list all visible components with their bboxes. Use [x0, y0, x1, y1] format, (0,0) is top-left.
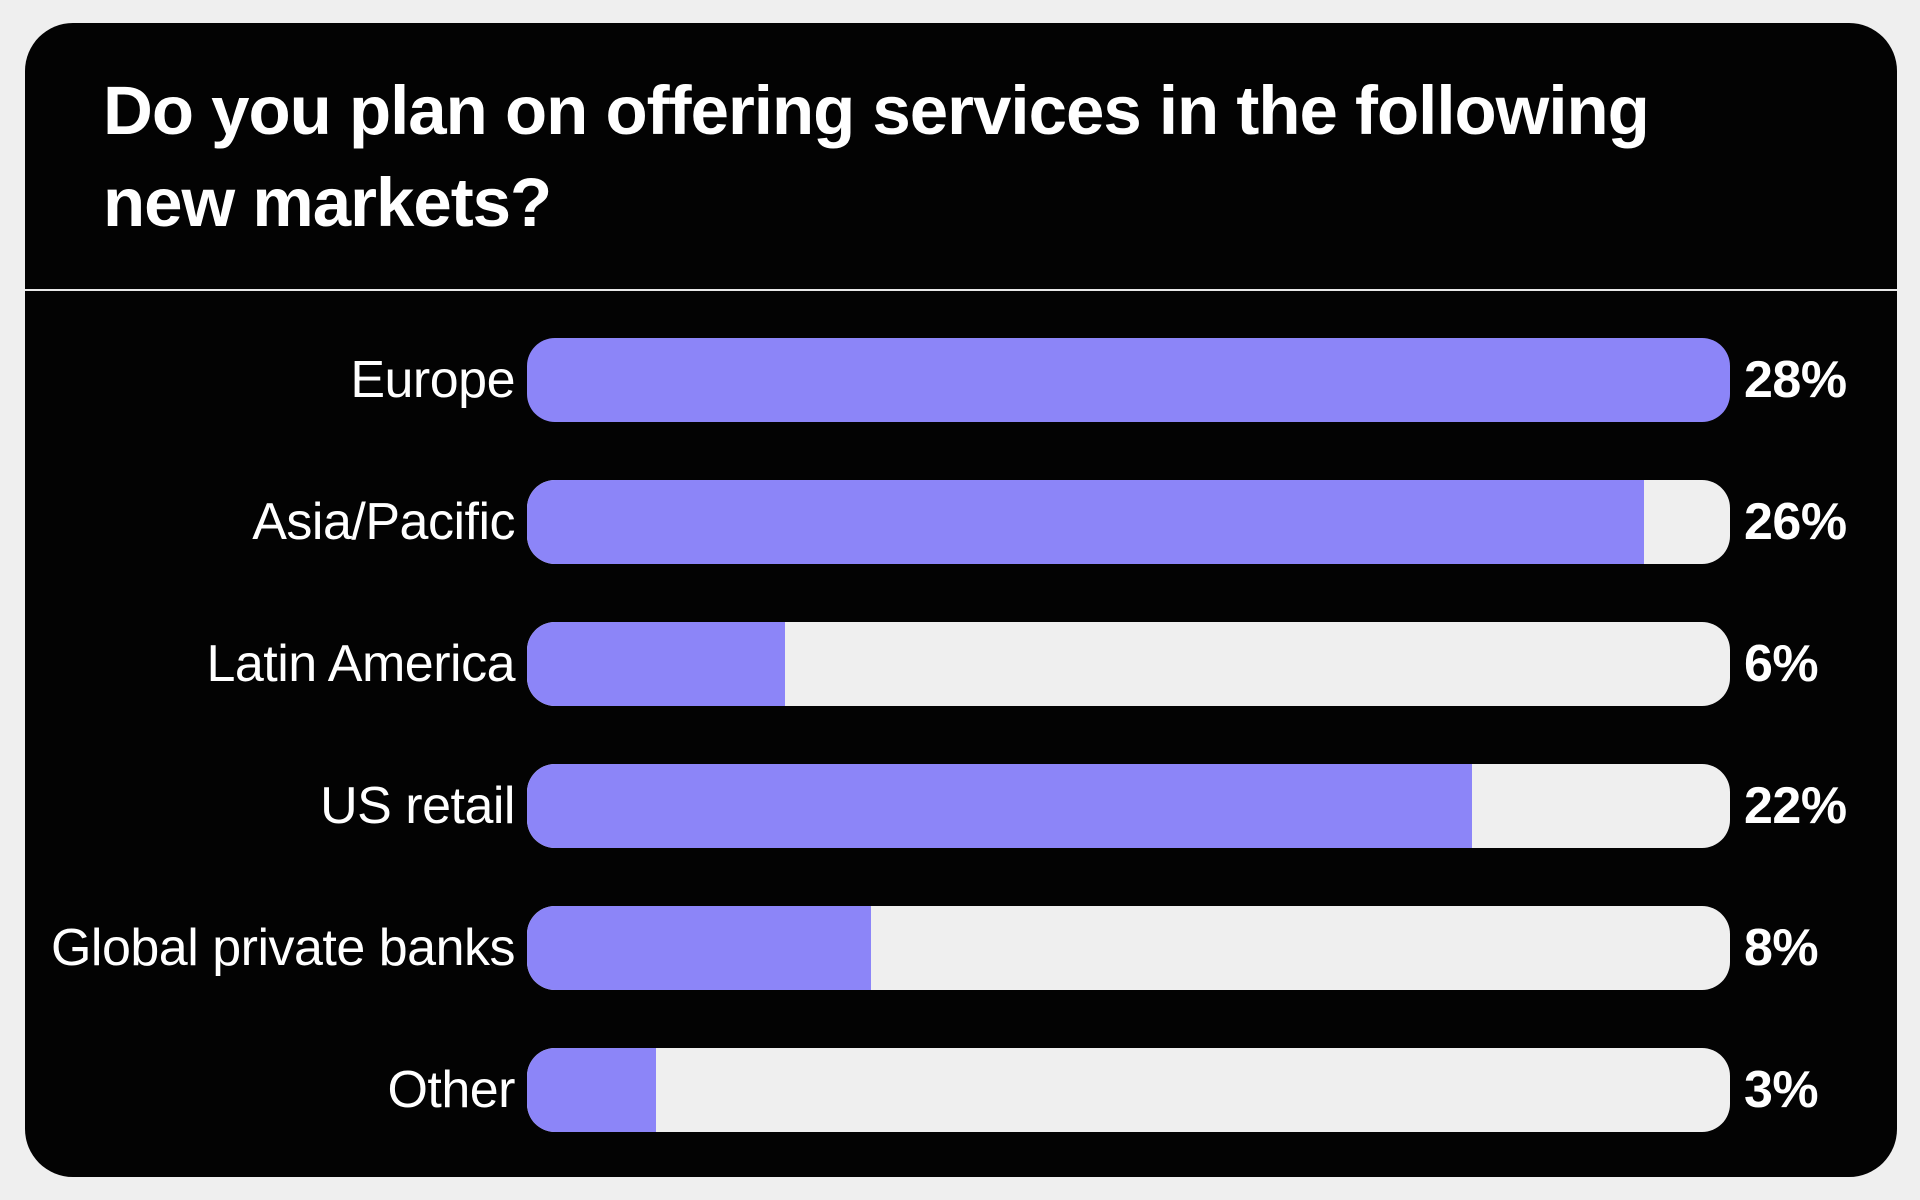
- bar-fill: [527, 764, 1473, 848]
- bar-row: Latin America 6%: [25, 622, 1897, 706]
- category-label: Other: [387, 1061, 515, 1119]
- category-label-wrap: US retail: [25, 776, 515, 836]
- bar-row: Asia/Pacific 26%: [25, 480, 1897, 564]
- value-label: 28%: [1744, 351, 1847, 409]
- bar-track: [527, 906, 1730, 990]
- chart-title-line-2: new markets?: [103, 164, 552, 241]
- header-divider: [25, 289, 1897, 291]
- bar-fill: [527, 906, 871, 990]
- bar-fill: [527, 338, 1730, 422]
- bar-track: [527, 622, 1730, 706]
- bar-row: Other 3%: [25, 1048, 1897, 1132]
- bar-fill: [527, 622, 785, 706]
- bar-track: [527, 480, 1730, 564]
- bar-row: Europe 28%: [25, 338, 1897, 422]
- value-label: 8%: [1744, 919, 1819, 977]
- chart-title-line-1: Do you plan on offering services in the …: [103, 72, 1650, 149]
- chart-header: Do you plan on offering services in the …: [25, 23, 1897, 249]
- bar-fill: [527, 1048, 656, 1132]
- bar-row: US retail 22%: [25, 764, 1897, 848]
- category-label: Latin America: [206, 635, 515, 693]
- category-label: Asia/Pacific: [252, 493, 515, 551]
- category-label-wrap: Latin America: [25, 634, 515, 694]
- survey-chart-card: Do you plan on offering services in the …: [25, 23, 1897, 1177]
- bar-track: [527, 338, 1730, 422]
- bar-fill: [527, 480, 1645, 564]
- category-label-wrap: Other: [25, 1060, 515, 1120]
- bar-track: [527, 1048, 1730, 1132]
- bar-track: [527, 764, 1730, 848]
- chart-title: Do you plan on offering services in the …: [103, 65, 1817, 249]
- category-label: Europe: [350, 351, 515, 409]
- category-label-wrap: Europe: [25, 350, 515, 410]
- category-label: US retail: [320, 777, 515, 835]
- category-label-wrap: Global private banks: [25, 918, 516, 978]
- value-label: 22%: [1744, 777, 1847, 835]
- value-label: 3%: [1744, 1061, 1819, 1119]
- bar-row: Global private banks 8%: [25, 906, 1897, 990]
- bar-chart: Europe 28% Asia/Pacific 26% Latin America 6% U…: [25, 291, 1897, 1132]
- value-label: 26%: [1744, 493, 1847, 551]
- category-label-wrap: Asia/Pacific: [25, 492, 515, 552]
- value-label: 6%: [1744, 635, 1819, 693]
- category-label: Global private banks: [50, 919, 516, 977]
